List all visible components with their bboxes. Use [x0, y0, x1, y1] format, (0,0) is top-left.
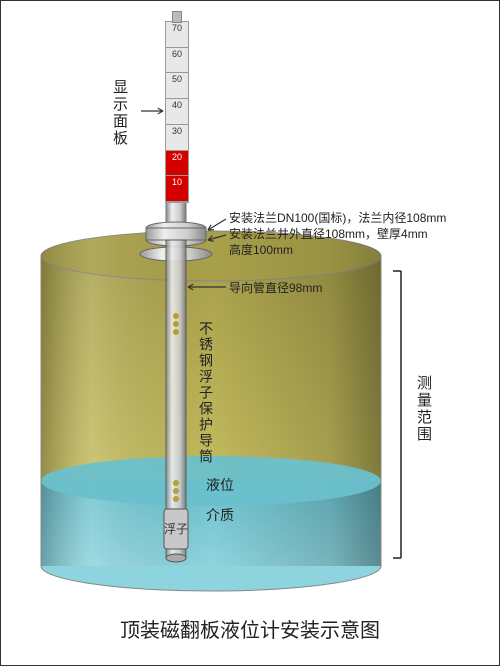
label-protection-tube: 不锈钢浮子保护导筒 — [196, 321, 216, 465]
label-float: 浮子 — [164, 520, 188, 537]
scale-segment: 20 — [166, 151, 188, 177]
scale-segment: 10 — [166, 176, 188, 202]
diagram-canvas: 70605040302010 显示面板 安装法兰DN100(国标)，法兰内径10… — [1, 1, 499, 665]
label-liquid-level: 液位 — [206, 475, 234, 495]
label-guide-tube: 导向管直径98mm — [229, 279, 322, 296]
label-flange-3: 高度100mm — [229, 241, 293, 258]
label-display-panel: 显示面板 — [109, 79, 130, 147]
scale-segment: 70 — [166, 22, 188, 48]
scale-segment: 50 — [166, 73, 188, 99]
label-flange-2: 安装法兰井外直径108mm，壁厚4mm — [229, 225, 428, 242]
scale-segment: 40 — [166, 99, 188, 125]
display-scale-panel: 70605040302010 — [165, 21, 189, 203]
tank-svg — [1, 1, 500, 667]
label-measure-range: 测量范围 — [413, 375, 434, 443]
scale-segment: 60 — [166, 48, 188, 74]
label-flange-1: 安装法兰DN100(国标)，法兰内径108mm — [229, 209, 446, 226]
label-medium: 介质 — [206, 505, 234, 525]
diagram-title: 顶装磁翻板液位计安装示意图 — [1, 614, 499, 643]
scale-segment: 30 — [166, 125, 188, 151]
